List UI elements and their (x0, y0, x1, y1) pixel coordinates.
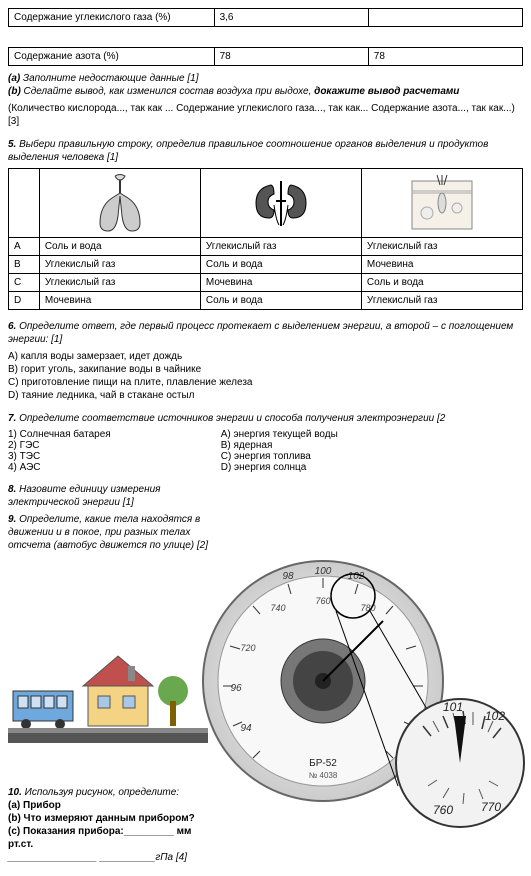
q7-title: 7. Определите соответствие источников эн… (8, 412, 523, 425)
q6-opts: A) капля воды замерзает, идет дождь B) г… (8, 350, 523, 402)
table-row: A Соль и вода Углекислый газ Углекислый … (9, 238, 523, 256)
scene-container: 100 98 102 760 740 780 720 96 94 БР-52 №… (8, 556, 523, 846)
svg-text:98: 98 (282, 571, 294, 582)
q6-title: 6. Определите ответ, где первый процесс … (8, 320, 523, 346)
skin-image-cell (361, 169, 522, 238)
svg-text:94: 94 (240, 723, 252, 734)
nitrogen-table: Содержание азота (%) 78 78 (8, 47, 523, 66)
svg-text:760: 760 (315, 596, 330, 606)
svg-text:БР-52: БР-52 (309, 758, 337, 769)
lungs-image-cell (39, 169, 200, 238)
qab-line2: (Количество кислорода..., так как ... Со… (8, 102, 523, 128)
q7-matching: 1) Солнечная батарея 2) ГЭС 3) ТЭС 4) АЭ… (8, 429, 523, 473)
q5-table: A Соль и вода Углекислый газ Углекислый … (8, 168, 523, 310)
co2-cell2: 3,6 (214, 9, 368, 27)
lungs-icon (85, 173, 155, 233)
q5-title: 5. Выбери правильную строку, определив п… (8, 138, 523, 164)
svg-text:102: 102 (485, 709, 505, 723)
kidneys-icon (246, 173, 316, 233)
n-cell3: 78 (368, 48, 522, 66)
n-label: Содержание азота (%) (9, 48, 215, 66)
co2-table: Содержание углекислого газа (%) 3,6 (8, 8, 523, 27)
svg-text:№ 4038: № 4038 (309, 771, 338, 780)
table-row: D Мочевина Соль и вода Углекислый газ (9, 292, 523, 310)
street-scene-icon (8, 646, 208, 756)
kidneys-image-cell (200, 169, 361, 238)
table-row: C Углекислый газ Мочевина Соль и вода (9, 274, 523, 292)
svg-text:770: 770 (481, 800, 501, 814)
svg-text:101: 101 (443, 700, 463, 714)
svg-text:740: 740 (270, 603, 285, 613)
barometer-zoom-icon: 101 102 760 770 (393, 696, 528, 831)
q9-title: 9. Определите, какие тела находятся в дв… (8, 513, 208, 552)
svg-text:96: 96 (230, 683, 242, 694)
table-row: B Углекислый газ Соль и вода Мочевина (9, 256, 523, 274)
svg-text:760: 760 (433, 803, 453, 817)
skin-icon (407, 173, 477, 233)
co2-cell3 (368, 9, 522, 27)
q8-title: 8. Назовите единицу измерения электричес… (8, 483, 208, 509)
svg-text:100: 100 (315, 566, 332, 577)
co2-label: Содержание углекислого газа (%) (9, 9, 215, 27)
svg-text:720: 720 (240, 643, 255, 653)
n-cell2: 78 (214, 48, 368, 66)
qab-line1: (а) Заполните недостающие данные [1] (b)… (8, 72, 523, 98)
